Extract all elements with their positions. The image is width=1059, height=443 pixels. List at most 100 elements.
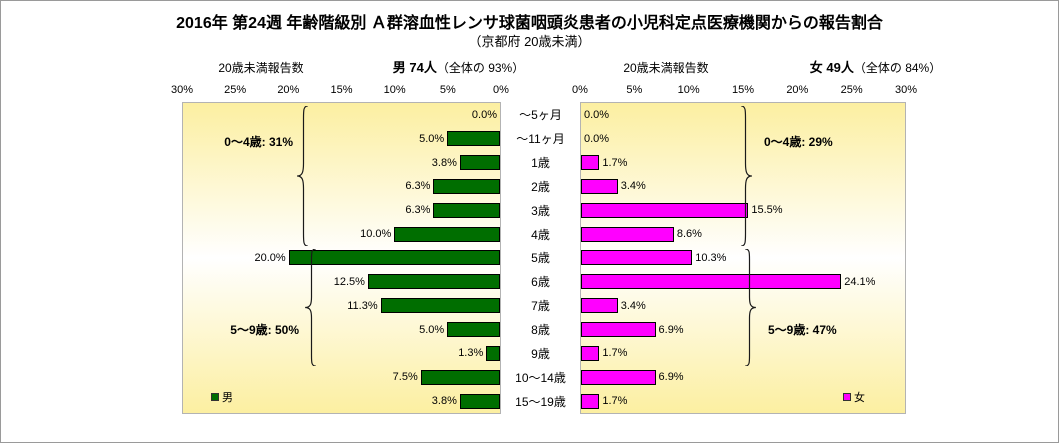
female-summary-count: 女 49人 [809, 60, 854, 75]
male-bar-row: 11.3% [183, 294, 500, 318]
male-bar [433, 202, 500, 218]
female-bar-row: 1.7% [581, 151, 905, 175]
male-value-label: 6.3% [405, 180, 431, 193]
male-bar [486, 345, 500, 361]
male-summary-percent: （全体の 93%） [436, 61, 525, 75]
male-under20-count-label: 20歳未満報告数 [218, 61, 304, 75]
female-bar [581, 345, 600, 361]
age-label: 1歳 [531, 156, 550, 171]
axis-tick-label: 5% [626, 84, 643, 96]
male-value-label: 6.3% [405, 204, 431, 217]
male-panel: 0.0% 5.0% 3.8% 6.3% 6.3% 10.0% 20.0% 12.5% 11.3%… [182, 102, 501, 414]
female-value-label: 8.6% [676, 228, 702, 241]
female-bar [581, 155, 600, 171]
female-age5-9-annotation: 5～9歳: 47% [768, 323, 837, 337]
male-bar-row: 6.3% [183, 198, 500, 222]
axis-tick-label: 30% [894, 84, 918, 96]
female-bar-row: 1.7% [581, 341, 905, 365]
brace-female-5-9 [741, 249, 758, 366]
age-label: 15～19歳 [515, 394, 566, 409]
male-age5-9-annotation: 5～9歳: 50% [230, 323, 299, 337]
female-bar [581, 298, 618, 314]
axis-tick-label: 25% [840, 84, 863, 96]
female-bar [581, 226, 674, 242]
age-label: 7歳 [531, 299, 550, 314]
axis-tick-label: 15% [731, 84, 755, 96]
male-bar [447, 322, 500, 338]
female-value-label: 10.3% [695, 251, 727, 264]
age-label: 5歳 [531, 251, 550, 266]
male-bar-row: 6.3% [183, 175, 500, 199]
axis-tick-label: 30% [170, 84, 194, 96]
male-bar [394, 226, 500, 242]
female-bar [581, 178, 618, 194]
female-age0-4-annotation: 0～4歳: 29% [764, 135, 833, 149]
male-bar [367, 274, 500, 290]
male-summary: 男 74人（全体の 93%） [346, 57, 571, 76]
female-value-label: 6.9% [658, 323, 684, 336]
male-age0-4-annotation: 0～4歳: 31% [224, 135, 293, 149]
male-bar [447, 131, 500, 147]
male-summary-count: 男 74人 [392, 60, 437, 75]
age-label: 6歳 [531, 275, 550, 290]
female-value-label: 3.4% [620, 180, 646, 193]
chart-title: 2016年 第24週 年齢階級別 Ａ群溶血性レンサ球菌咽頭炎患者の小児科定点医療… [176, 15, 883, 32]
female-bar [581, 369, 656, 385]
male-bar [459, 155, 500, 171]
male-bar [459, 393, 500, 409]
female-bar-row: 6.9% [581, 365, 905, 389]
male-bar-row: 5.0% [183, 127, 500, 151]
female-summary: 女 49人（全体の 84%） [763, 57, 988, 76]
female-bar [581, 274, 842, 290]
female-legend: 女 [843, 389, 865, 405]
male-value-label: 5.0% [419, 323, 445, 336]
female-bar-row: 1.7% [581, 389, 905, 413]
male-value-label: 20.0% [254, 251, 286, 264]
female-bar-row: 24.1% [581, 270, 905, 294]
age-labels-column: ～5ヶ月 ～11ヶ月 1歳 2歳 3歳 4歳 5歳 6歳 7歳 8歳 9歳 10～14歳 15～19歳 [501, 102, 580, 414]
axis-tick-label: 20% [786, 84, 809, 96]
male-legend-label: 男 [222, 392, 233, 404]
male-value-label: 0.0% [471, 108, 497, 121]
axis-tick-label: 5% [439, 84, 456, 96]
brace-male-5-9 [303, 249, 320, 366]
brace-male-0-4 [295, 106, 312, 246]
male-bar-row: 1.3% [183, 341, 500, 365]
male-bar-row: 0.0% [183, 103, 500, 127]
male-value-label: 12.5% [333, 275, 365, 288]
male-value-label: 1.3% [458, 347, 484, 360]
age-label: 10～14歳 [515, 370, 566, 385]
female-bar-row: 0.0% [581, 103, 905, 127]
axis-tick-label: 25% [224, 84, 247, 96]
female-value-label: 1.7% [602, 395, 628, 408]
axis-tick-label: 10% [383, 84, 406, 96]
brace-female-0-4 [737, 106, 754, 246]
age-label: 2歳 [531, 179, 550, 194]
male-bar [288, 250, 500, 266]
female-bar-row: 3.4% [581, 294, 905, 318]
male-axis-ticks: 30% 25% 20% 15% 10% 5% 0% [171, 84, 509, 98]
age-label: 4歳 [531, 227, 550, 242]
female-value-label: 1.7% [602, 156, 628, 169]
male-plot-rows: 0.0% 5.0% 3.8% 6.3% 6.3% 10.0% 20.0% 12.5% 11.3%… [183, 103, 500, 413]
female-under20-count-label: 20歳未満報告数 [623, 61, 709, 75]
female-bar-row: 10.3% [581, 246, 905, 270]
female-bar-row: 15.5% [581, 198, 905, 222]
female-value-label: 3.4% [620, 299, 646, 312]
age-label: 9歳 [531, 346, 550, 361]
female-axis-ticks: 0% 5% 10% 15% 20% 25% 30% [572, 84, 917, 98]
axis-tick-label: 0% [493, 84, 509, 96]
male-legend: 男 [211, 389, 233, 405]
age-label: ～11ヶ月 [516, 132, 565, 147]
female-summary-percent: （全体の 84%） [853, 61, 942, 75]
male-bar [380, 298, 500, 314]
male-bar-row: 3.8% [183, 389, 500, 413]
chart-subtitle: （京都府 20歳未満） [468, 34, 591, 49]
male-bar-row: 7.5% [183, 365, 500, 389]
male-value-label: 11.3% [347, 299, 378, 312]
female-value-label: 6.9% [658, 371, 684, 384]
female-plot-rows: 0.0% 0.0% 1.7% 3.4% 15.5% 8.6% 10.3% 24.1% 3.4% 6… [581, 103, 905, 413]
male-value-label: 5.0% [419, 132, 445, 145]
axis-tick-label: 10% [677, 84, 700, 96]
male-value-label: 3.8% [431, 395, 457, 408]
